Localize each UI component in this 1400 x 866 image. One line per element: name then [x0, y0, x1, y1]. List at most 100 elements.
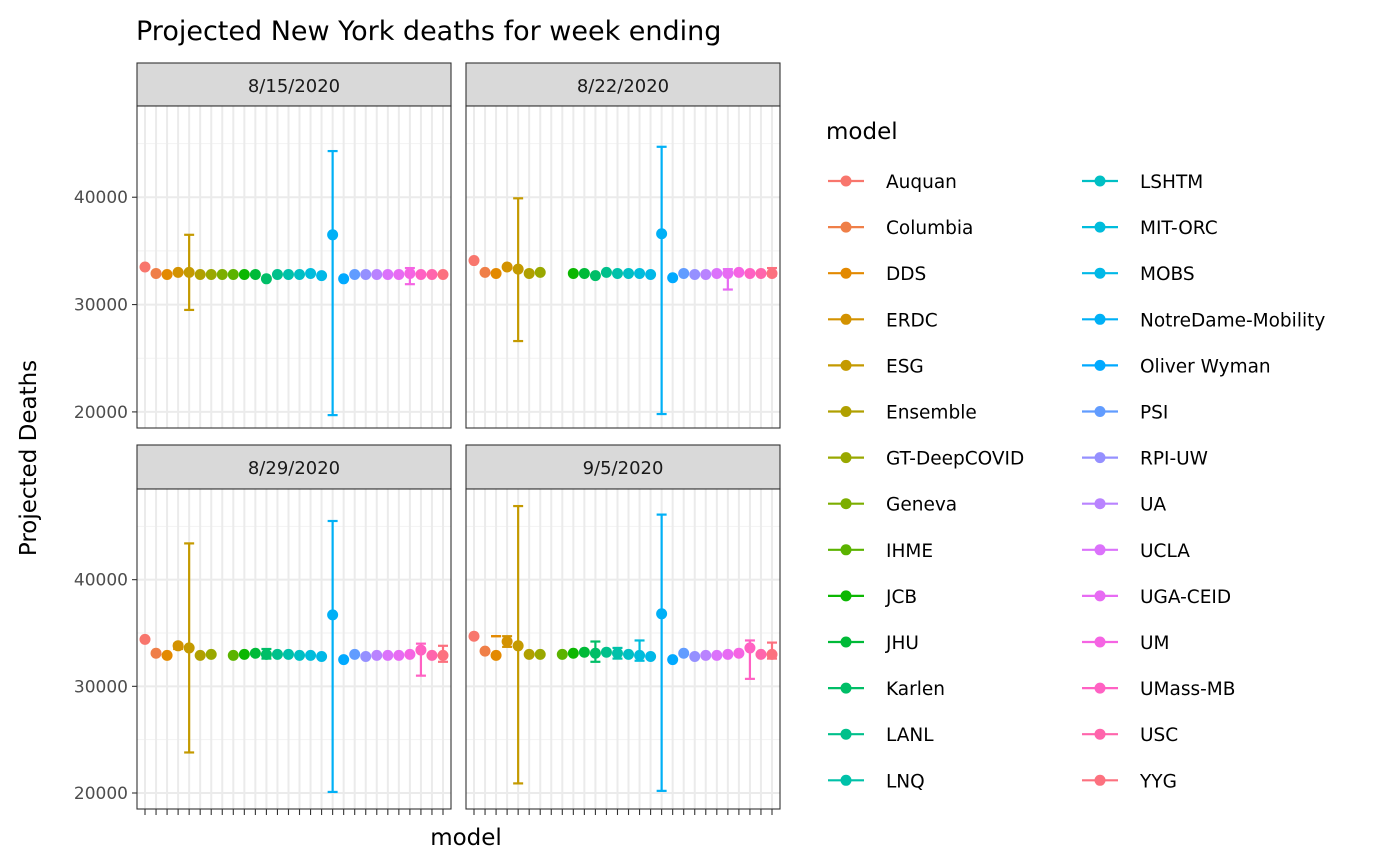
legend-key-point	[840, 406, 852, 417]
legend-label: IHME	[886, 541, 933, 562]
facet-panels: 8/15/2020 20000 30000 40000 8/22/2020 8/29/20…	[74, 62, 781, 815]
point-erdc	[172, 266, 184, 278]
legend-label: UM	[1140, 633, 1170, 654]
point-ua	[371, 269, 383, 281]
legend-item-rpi-uw: RPI-UW	[1082, 449, 1208, 470]
point-umass-mb	[415, 644, 427, 656]
legend-item-ensemble: Ensemble	[828, 403, 977, 424]
legend-key-point	[840, 544, 852, 556]
legend-key-point	[1094, 267, 1106, 279]
legend-label: LANL	[886, 725, 934, 746]
point-yyg	[766, 267, 778, 279]
y-tick-label: 20000	[74, 403, 128, 423]
legend-label: Columbia	[886, 218, 973, 239]
facet-panel: 8/15/2020 20000 30000 40000	[74, 62, 452, 429]
point-yyg	[766, 648, 778, 660]
legend-item-mit-orc: MIT-ORC	[1082, 218, 1218, 239]
legend-item-jhu: JHU	[828, 633, 919, 654]
point-dds	[161, 269, 173, 281]
point-uga-ceid	[722, 648, 734, 660]
point-columbia	[479, 266, 491, 278]
legend-item-lshtm: LSHTM	[1082, 172, 1203, 193]
point-psi	[349, 648, 361, 660]
legend-key-point	[1094, 313, 1106, 325]
point-rpi-uw	[360, 269, 372, 281]
point-columbia	[150, 267, 162, 279]
legend-key-point	[840, 221, 852, 233]
legend-item-karlen: Karlen	[828, 679, 945, 700]
point-esg	[183, 266, 195, 278]
point-karlen	[589, 647, 601, 659]
facet-panel: 9/5/2020	[465, 444, 781, 815]
legend-title: model	[826, 119, 898, 145]
legend-label: DDS	[886, 264, 926, 285]
point-ensemble	[523, 648, 535, 660]
legend-item-um: UM	[1082, 633, 1170, 654]
point-notredame-mobility	[656, 228, 668, 240]
legend-label: LSHTM	[1140, 172, 1203, 193]
facet-strip	[465, 444, 781, 490]
point-ua	[371, 649, 383, 661]
legend-key-point	[1094, 221, 1106, 233]
panel-background	[466, 489, 780, 809]
point-lnq	[282, 648, 294, 660]
point-usc	[426, 649, 438, 661]
legend-key-point	[840, 590, 852, 602]
legend-item-ucla: UCLA	[1082, 541, 1190, 562]
point-psi	[678, 267, 690, 279]
point-dds	[490, 267, 502, 279]
point-ua	[700, 649, 712, 661]
point-jcb	[567, 267, 579, 279]
legend-item-lanl: LANL	[828, 725, 934, 746]
point-auquan	[139, 633, 151, 645]
facet-strip	[136, 444, 452, 490]
point-jhu	[249, 269, 261, 281]
legend-key-point	[1094, 175, 1106, 187]
legend-key-point	[840, 175, 852, 187]
legend-label: Auquan	[886, 172, 957, 193]
point-dds	[161, 649, 173, 661]
legend-item-auquan: Auquan	[828, 172, 957, 193]
point-umass-mb	[744, 642, 756, 654]
point-lanl	[600, 266, 612, 278]
point-auquan	[468, 630, 480, 642]
legend-key-point	[840, 498, 852, 510]
y-axis-label: Projected Deaths	[16, 360, 42, 556]
legend-item-oliver-wyman: Oliver Wyman	[1082, 356, 1271, 377]
point-um	[404, 267, 416, 279]
point-jhu	[249, 647, 261, 659]
legend-key-point	[1094, 406, 1106, 417]
point-jhu	[578, 646, 590, 658]
legend-item-psi: PSI	[1082, 403, 1168, 424]
point-psi	[349, 269, 361, 281]
facet-strip	[465, 62, 781, 107]
legend-label: ESG	[886, 356, 924, 377]
point-jcb	[567, 647, 579, 659]
legend-label: Geneva	[886, 495, 957, 516]
legend-label: GT-DeepCOVID	[886, 449, 1024, 470]
point-auquan	[468, 255, 480, 267]
legend-item-gt-deepcovid: GT-DeepCOVID	[828, 449, 1024, 470]
point-lnq	[611, 647, 623, 659]
legend-item-lnq: LNQ	[828, 771, 925, 792]
point-uga-ceid	[393, 269, 405, 281]
panel-border	[136, 488, 452, 810]
point-rpi-uw	[689, 650, 701, 662]
point-gt-deepcovid	[205, 648, 217, 660]
point-ensemble	[194, 269, 206, 281]
y-tick-label: 30000	[74, 677, 128, 697]
legend-label: MOBS	[1140, 264, 1195, 285]
legend-item-usc: USC	[1082, 725, 1178, 746]
point-auquan	[139, 261, 151, 273]
point-dds	[490, 649, 502, 661]
point-rpi-uw	[689, 269, 701, 281]
facet-strip	[136, 62, 452, 107]
panel-border	[465, 105, 781, 429]
legend-key-point	[840, 682, 852, 694]
legend-item-dds: DDS	[828, 264, 926, 285]
point-ucla	[382, 269, 394, 281]
facet-panel: 8/22/2020	[465, 62, 781, 429]
legend-key-point	[840, 636, 852, 648]
point-lanl	[271, 269, 283, 281]
point-usc	[755, 648, 767, 660]
